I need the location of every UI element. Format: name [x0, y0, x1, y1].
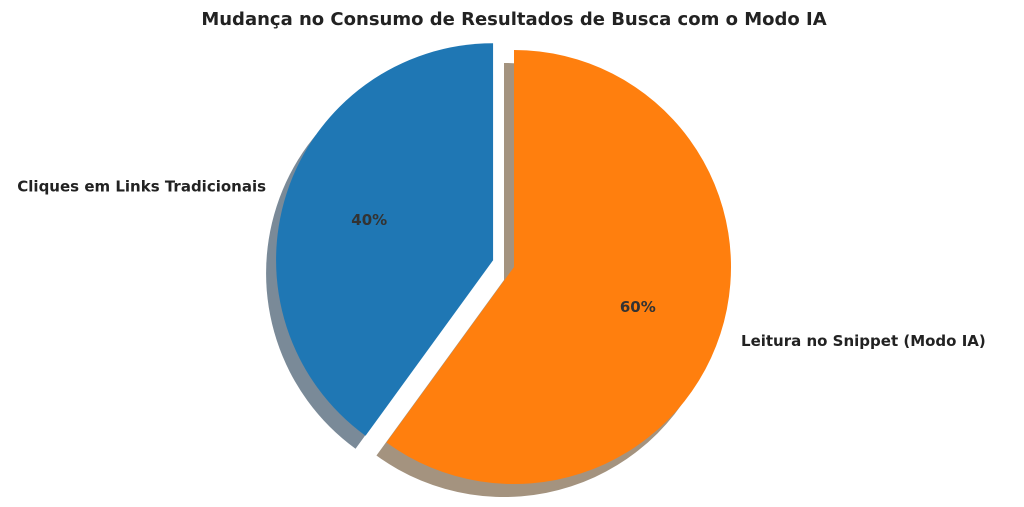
- pct-label-leitura-no-snippet-modo-ia: 60%: [620, 298, 656, 316]
- chart-title: Mudança no Consumo de Resultados de Busc…: [201, 9, 826, 30]
- slice-label-cliques-em-links-tradicionais: Cliques em Links Tradicionais: [17, 177, 266, 195]
- pie-labels: 40% Cliques em Links Tradicionais 60% Leitu…: [17, 177, 985, 349]
- pie-slice-leitura-no-snippet-modo-ia: [386, 50, 731, 484]
- pie-slice-cliques-em-links-tradicionais: [276, 43, 494, 436]
- pie-slices: [276, 43, 731, 484]
- slice-label-leitura-no-snippet-modo-ia: Leitura no Snippet (Modo IA): [741, 332, 986, 350]
- pct-label-cliques-em-links-tradicionais: 40%: [351, 211, 387, 229]
